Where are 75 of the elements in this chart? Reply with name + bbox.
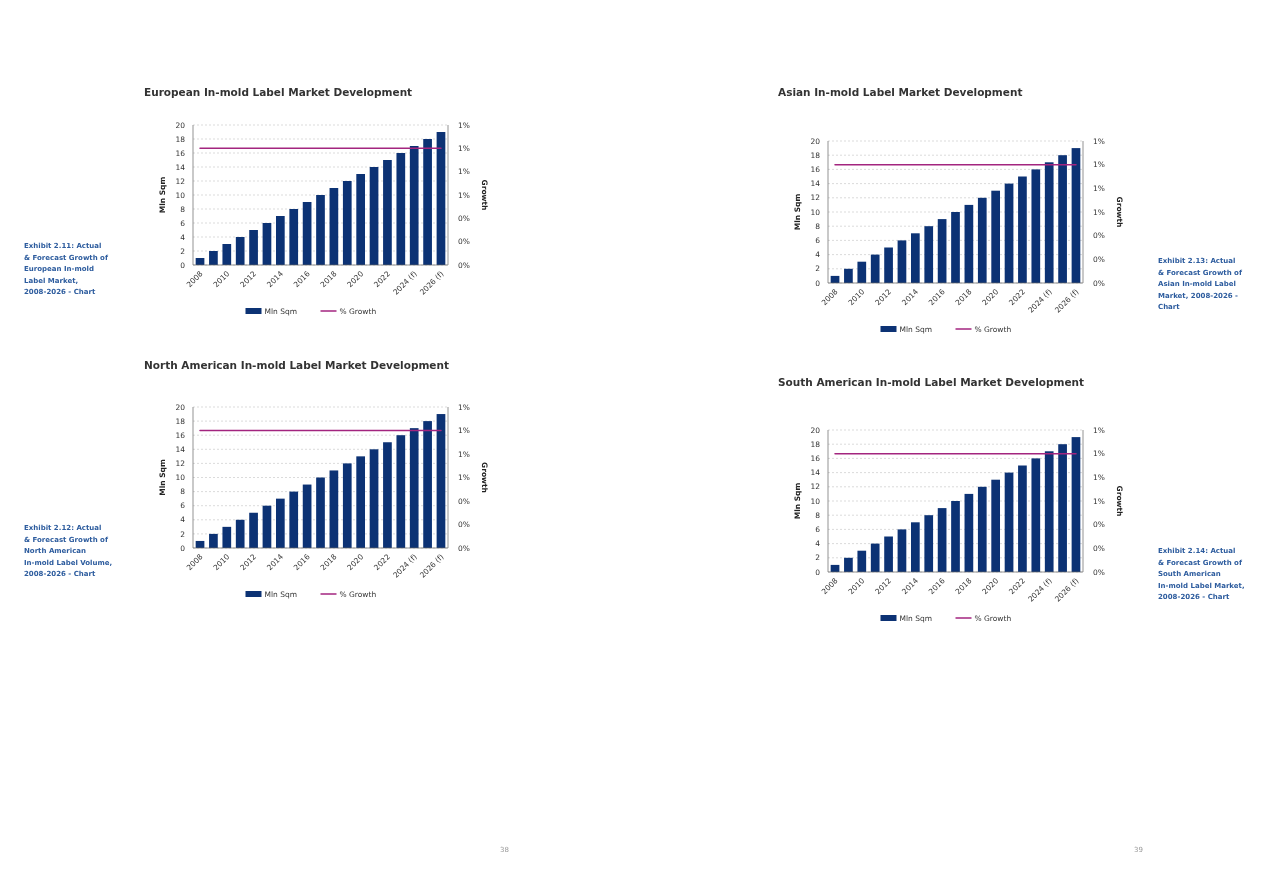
bar [329,470,339,548]
bar [275,216,285,265]
bar [884,247,893,283]
bar [857,261,867,283]
bar [329,188,339,265]
bar [383,442,392,548]
bar [937,219,947,283]
bar [209,533,218,548]
bar [316,477,325,548]
bar [1058,155,1067,283]
bar [1058,444,1067,572]
bar [342,463,352,548]
bar [342,181,352,265]
bar [249,512,258,548]
chart-title: European In-mold Label Market Development [144,86,413,98]
bar [1044,451,1054,572]
bar [222,526,232,548]
bar [289,491,299,548]
bar [249,230,258,265]
bar [951,212,960,283]
bar [302,484,312,548]
bar [857,550,867,572]
bar [951,501,960,572]
chart-title: South American In-mold Label Market Development [778,376,1085,388]
bar [937,508,947,572]
bar [1004,183,1014,283]
bar [924,515,934,572]
bar [1071,437,1081,572]
bar [235,519,245,548]
bar [369,449,379,548]
bar [870,254,880,283]
bar [897,240,907,283]
bar [964,493,974,572]
bar [1004,472,1014,572]
bar [991,479,1001,572]
bar [1018,465,1027,572]
bar [964,204,974,283]
bar [977,197,987,283]
bar [924,226,934,283]
bar [436,414,446,548]
bar [209,251,218,265]
bar [884,536,893,572]
bar [356,456,366,548]
bar [870,543,880,572]
bar [897,529,907,572]
bar [302,202,312,265]
bar [1031,169,1041,283]
bar [409,428,419,548]
bar [436,132,446,265]
bar [316,195,325,265]
bar [289,209,299,265]
bar [396,435,406,548]
bar [1044,162,1054,283]
bar [844,557,853,572]
bar [1018,176,1027,283]
bar [262,223,272,265]
bar [383,160,392,265]
bar [1071,148,1081,283]
bar [844,268,853,283]
chart-title: Asian In-mold Label Market Development [778,86,1023,98]
bar [423,421,432,548]
bar [396,153,406,265]
bar [977,486,987,572]
bar [910,522,920,572]
bar [275,498,285,548]
bar [910,233,920,283]
bar [356,174,366,265]
bar [235,237,245,265]
bar [423,139,432,265]
bar [369,167,379,265]
bar [222,244,232,265]
bar [991,190,1001,283]
bar [1031,458,1041,572]
chart-title: North American In-mold Label Market Development [144,359,449,371]
bar [409,146,419,265]
